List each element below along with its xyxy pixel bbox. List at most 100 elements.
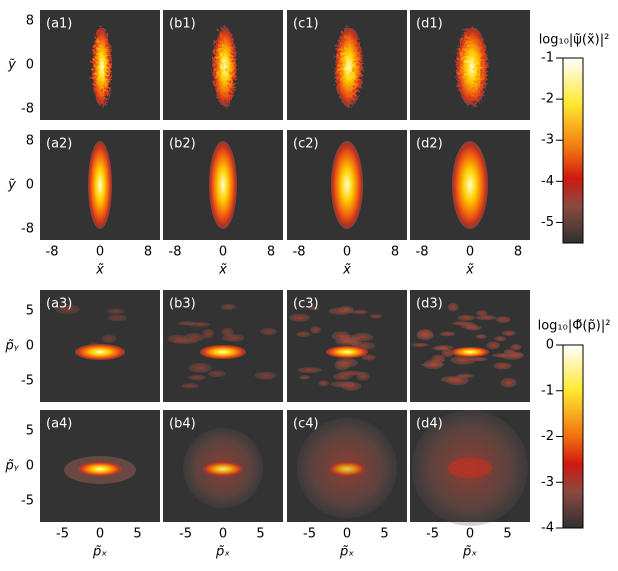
speckle (335, 357, 359, 368)
speckle (260, 328, 278, 336)
speckle (188, 362, 212, 373)
speckle (208, 370, 226, 378)
speckle (296, 331, 311, 338)
speckle (222, 333, 245, 342)
panel-label: (b2) (169, 137, 196, 152)
speckle (107, 314, 127, 322)
speckle (101, 334, 117, 344)
panel-label: (d1) (416, 17, 443, 32)
panel-label: (a1) (46, 17, 72, 32)
y-tick-label: 5 (26, 424, 34, 439)
speckle (308, 306, 320, 311)
speckle (297, 367, 322, 373)
momentum-core (448, 458, 492, 478)
speckle (184, 333, 206, 342)
x-label: x̃ (95, 263, 104, 278)
speckle (423, 359, 444, 370)
y-tick-label: 0 (26, 178, 34, 193)
speckle (501, 330, 516, 336)
speckle (167, 334, 189, 343)
speckle (450, 355, 476, 365)
x-tick-label: 0 (343, 245, 351, 260)
wavefunction (331, 141, 363, 229)
x-tick-label: -8 (169, 245, 182, 260)
wavefunction (88, 141, 112, 229)
x-tick-label: 8 (267, 245, 275, 260)
colorbar-label: log₁₀|Φ̃(p̃)|² (538, 319, 611, 334)
panel-label: (a3) (46, 297, 72, 312)
panel-label: (c1) (293, 17, 319, 32)
colorbar (562, 344, 584, 529)
x-tick-label: 8 (391, 245, 399, 260)
speckle (475, 315, 497, 321)
speckle (457, 314, 476, 321)
x-label: x̃ (342, 263, 351, 278)
colorbar (562, 57, 584, 244)
colorbar-tick-label: -5 (541, 215, 554, 230)
x-tick-label: -5 (56, 527, 69, 542)
y-tick-label: 0 (26, 339, 34, 354)
x-tick-label: 0 (466, 527, 474, 542)
speckle (446, 375, 469, 386)
x-tick-label: -5 (179, 527, 192, 542)
y-tick-label: 0 (26, 58, 34, 73)
wavefunction (209, 141, 237, 229)
y-tick-label: -8 (21, 222, 34, 237)
speckle (440, 331, 456, 337)
momentum-core (203, 462, 243, 476)
panel-label: (d2) (416, 137, 443, 152)
y-label: p̃ᵧ (4, 459, 19, 474)
speckle (486, 341, 501, 350)
speckle (254, 371, 277, 380)
x-label: x̃ (465, 263, 474, 278)
y-label: p̃ᵧ (4, 339, 19, 354)
speckle (369, 314, 383, 319)
y-label: ỹ (7, 178, 16, 193)
speckle (476, 310, 488, 317)
speckle (55, 304, 81, 315)
speckle (500, 377, 517, 388)
speckle (188, 374, 206, 381)
speckle (494, 336, 506, 342)
x-tick-label: 8 (514, 245, 522, 260)
x-tick-label: 5 (380, 527, 388, 542)
speckle (510, 344, 522, 351)
speckle (493, 362, 512, 370)
panel-label: (c2) (293, 137, 319, 152)
momentum-core (78, 462, 122, 476)
panel-label: (b1) (169, 17, 196, 32)
speckle (492, 353, 511, 358)
speckle (188, 322, 211, 327)
colorbar-label: log₁₀|ψ̃(x̃)|² (539, 33, 610, 48)
colorbar-tick-label: -3 (541, 133, 554, 148)
speckle (447, 303, 459, 312)
speckle (452, 321, 469, 326)
speckle (351, 309, 368, 315)
wavefunction (90, 25, 110, 105)
momentum-core (75, 344, 125, 360)
speckle (411, 342, 429, 347)
x-label: p̃ₓ (339, 545, 354, 560)
colorbar-tick-label: -1 (541, 383, 554, 398)
speckle (341, 381, 362, 391)
x-tick-label: 0 (219, 527, 227, 542)
panel-label: (c3) (293, 297, 319, 312)
y-tick-label: -5 (21, 494, 34, 509)
momentum-core (326, 346, 368, 358)
x-label: p̃ₓ (92, 545, 107, 560)
panel-label: (a4) (46, 417, 72, 432)
x-tick-label: 0 (219, 245, 227, 260)
panel-label: (d4) (416, 417, 443, 432)
x-tick-label: -8 (293, 245, 306, 260)
x-tick-label: 0 (466, 245, 474, 260)
panel-label: (d3) (416, 297, 443, 312)
x-tick-label: 0 (343, 527, 351, 542)
x-label: x̃ (218, 263, 227, 278)
x-tick-label: 5 (503, 527, 511, 542)
speckle (288, 313, 311, 322)
speckle (434, 345, 454, 351)
y-tick-label: 0 (26, 459, 34, 474)
momentum-core (451, 347, 489, 357)
colorbar-tick-label: -3 (541, 475, 554, 490)
